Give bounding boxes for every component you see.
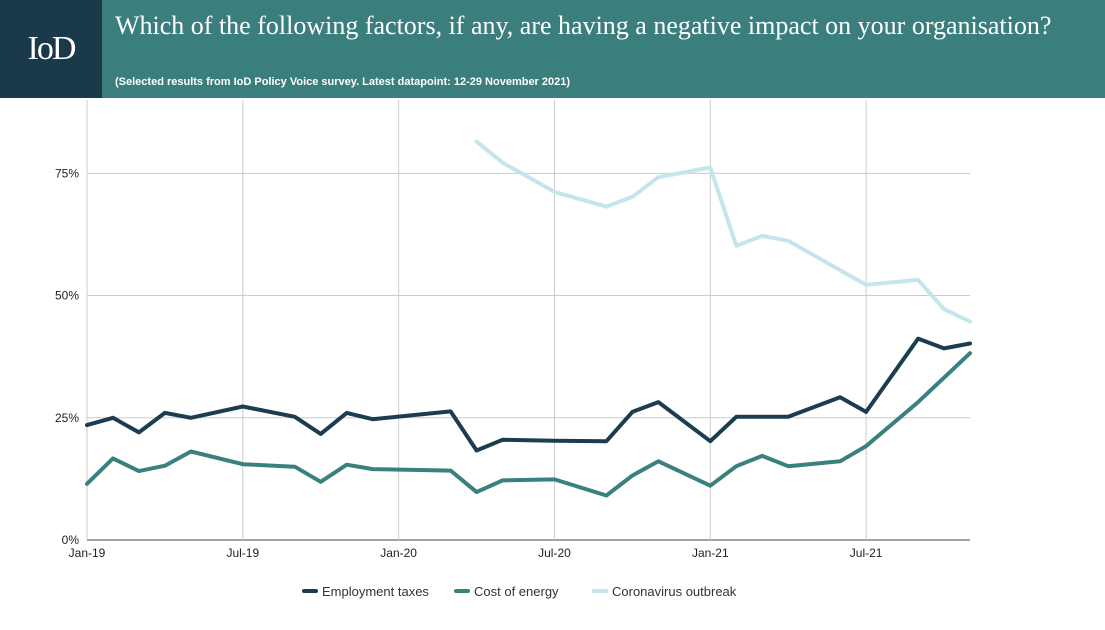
iod-logo: IoD bbox=[0, 0, 102, 98]
series-line-coronavirus-outbreak bbox=[474, 139, 972, 324]
x-tick-label: Jan-20 bbox=[380, 546, 417, 560]
series-line-cost-of-energy bbox=[85, 351, 972, 498]
legend-label-coronavirus-outbreak: Coronavirus outbreak bbox=[612, 584, 737, 599]
x-tick-label: Jul-19 bbox=[226, 546, 259, 560]
x-tick-label: Jul-21 bbox=[850, 546, 883, 560]
y-tick-label: 75% bbox=[55, 166, 79, 180]
line-chart: 0% 25% 50% 75% Jan-19 Jul-19 Jan-20 Jul-20 Jan-2… bbox=[55, 100, 972, 599]
chart-subtitle: (Selected results from IoD Policy Voice … bbox=[115, 76, 571, 88]
x-tick-label: Jul-20 bbox=[538, 546, 571, 560]
legend-label-cost-of-energy: Cost of energy bbox=[474, 584, 559, 599]
chart-title: Which of the following factors, if any, … bbox=[115, 11, 1052, 40]
legend-label-employment-taxes: Employment taxes bbox=[322, 584, 429, 599]
y-tick-label: 25% bbox=[55, 411, 79, 425]
y-tick-label: 0% bbox=[62, 533, 80, 547]
y-tick-label: 50% bbox=[55, 289, 79, 303]
x-tick-label: Jan-19 bbox=[69, 546, 106, 560]
chart-header: IoD Which of the following factors, if a… bbox=[0, 0, 1105, 98]
iod-logo-text: IoD bbox=[27, 30, 77, 67]
series-line-employment-taxes bbox=[85, 336, 972, 453]
x-tick-label: Jan-21 bbox=[692, 546, 729, 560]
